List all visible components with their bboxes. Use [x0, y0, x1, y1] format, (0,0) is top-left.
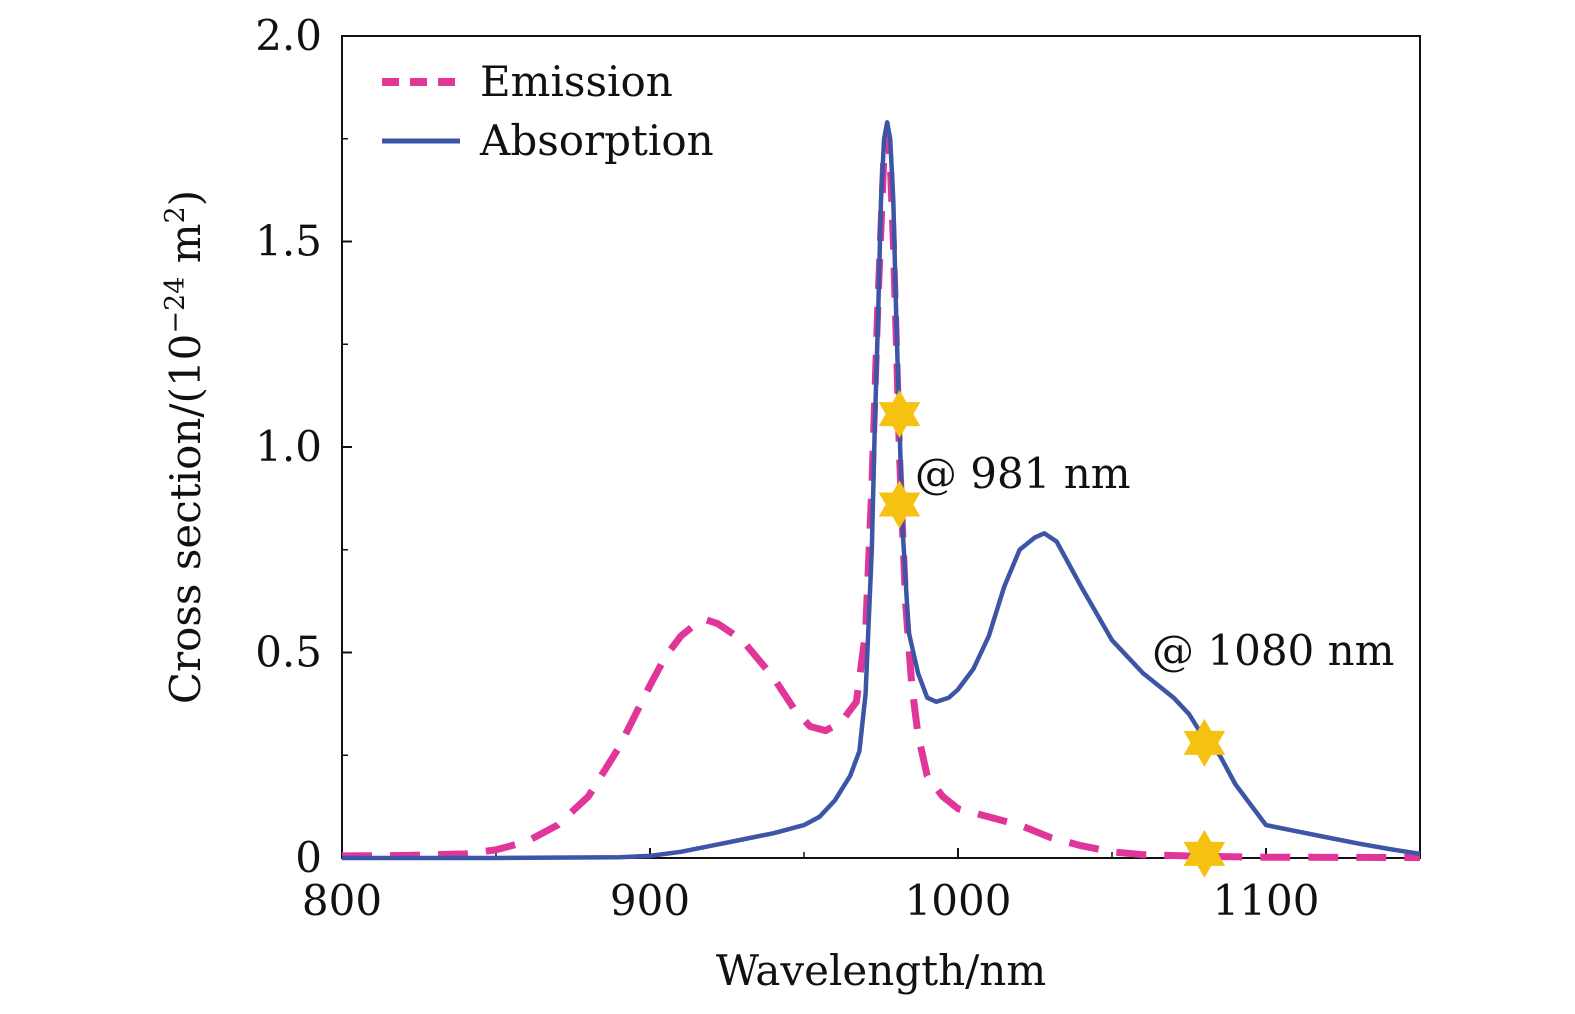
x-axis-ticks: 800 900 1000 1100	[302, 848, 1320, 925]
y-tick-label: 1.0	[255, 422, 322, 471]
star-marker	[1183, 718, 1226, 767]
star-marker	[878, 390, 921, 439]
series-layer	[341, 120, 1421, 862]
legend-emission-label: Emission	[480, 57, 673, 106]
annotation-label: @ 981 nm	[915, 449, 1131, 498]
legend-absorption-label: Absorption	[479, 116, 714, 165]
x-tick-label: 1100	[1213, 876, 1320, 925]
y-axis-title-unit-exponent: 2	[160, 206, 191, 223]
y-axis-title-prefix: Cross section/(10	[161, 334, 210, 705]
y-tick-label: 2.0	[255, 11, 322, 60]
y-axis-title-unit: m	[161, 223, 210, 276]
y-axis-title-exponent: −24	[160, 277, 191, 334]
annotation-label: @ 1080 nm	[1152, 626, 1394, 675]
x-tick-label: 900	[610, 876, 690, 925]
y-tick-label: 0.5	[255, 628, 322, 677]
star-marker	[1183, 829, 1226, 878]
y-tick-label: 1.5	[255, 217, 322, 266]
y-axis-title-suffix: )	[161, 190, 210, 206]
plot-area: 800 900 1000 1100 0 0.5 1.0 1.5 2.0 @ 981 nm @ 1…	[255, 11, 1421, 925]
y-axis-ticks: 0 0.5 1.0 1.5 2.0	[255, 11, 352, 882]
y-axis-title: Cross section/(10−24 m2)	[160, 190, 210, 704]
x-tick-label: 1000	[905, 876, 1012, 925]
y-tick-label: 0	[295, 833, 322, 882]
marker-layer	[878, 390, 1226, 878]
series-emission-line	[341, 131, 1421, 862]
annotation-layer: @ 981 nm @ 1080 nm	[915, 449, 1395, 675]
x-tick-label: 800	[302, 876, 382, 925]
x-axis-title: Wavelength/nm	[716, 946, 1046, 995]
legend: Emission Absorption	[382, 57, 714, 165]
star-marker	[878, 480, 921, 529]
series-absorption-line	[342, 120, 1421, 861]
